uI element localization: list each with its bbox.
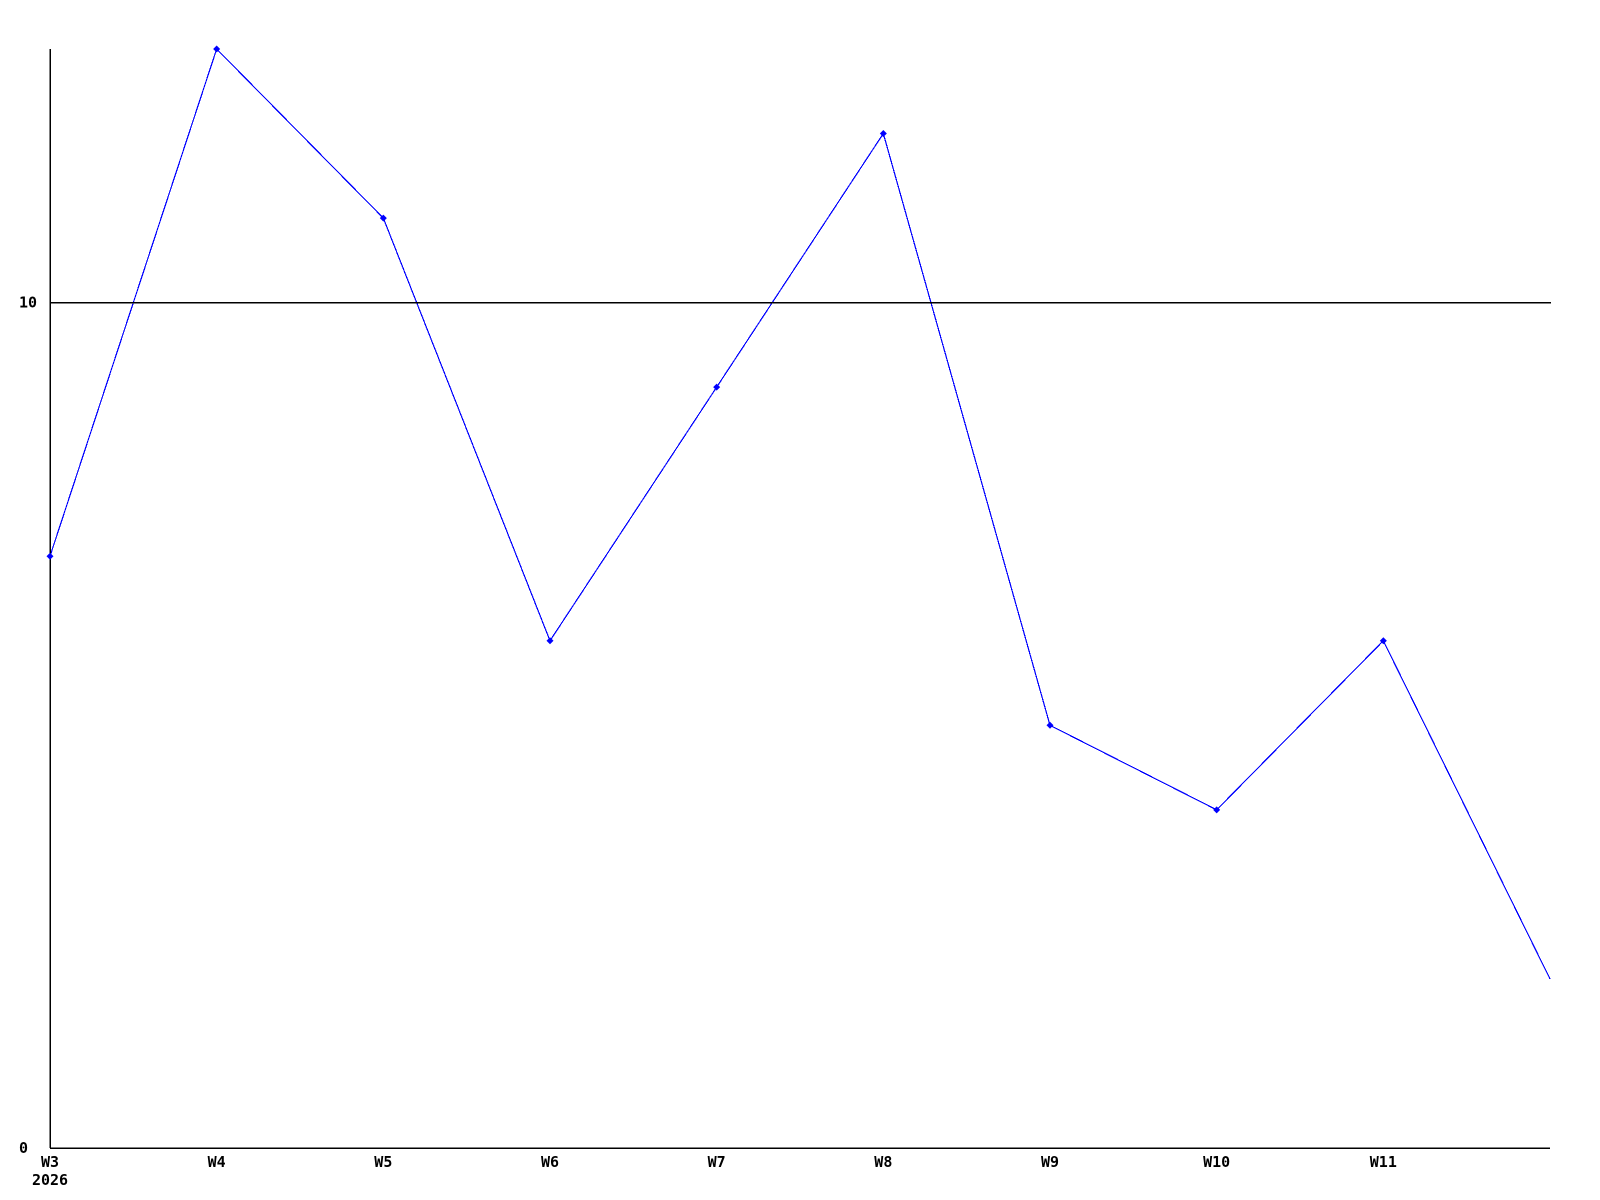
year-label: 2026 xyxy=(32,1171,68,1189)
x-tick-label: W10 xyxy=(1203,1153,1230,1171)
x-tick-label: W8 xyxy=(874,1153,892,1171)
data-point-marker xyxy=(1379,637,1387,645)
x-tick-label: W3 xyxy=(41,1153,59,1171)
y-tick-label: 10 xyxy=(19,294,37,312)
data-point-marker xyxy=(1046,721,1054,729)
data-point-marker xyxy=(879,130,887,138)
series-line xyxy=(49,47,1551,980)
x-tick-label: W7 xyxy=(708,1153,726,1171)
data-point-marker xyxy=(1213,806,1221,814)
data-point-marker xyxy=(213,45,221,53)
data-point-marker xyxy=(713,383,721,391)
y-tick-label: 0 xyxy=(19,1139,28,1157)
x-tick-label: W11 xyxy=(1370,1153,1397,1171)
data-point-marker xyxy=(379,214,387,222)
data-point-marker xyxy=(546,637,554,645)
x-tick-label: W4 xyxy=(208,1153,226,1171)
data-point-marker xyxy=(46,552,54,560)
x-tick-label: W9 xyxy=(1041,1153,1059,1171)
x-tick-label: W6 xyxy=(541,1153,559,1171)
x-tick-label: W5 xyxy=(374,1153,392,1171)
